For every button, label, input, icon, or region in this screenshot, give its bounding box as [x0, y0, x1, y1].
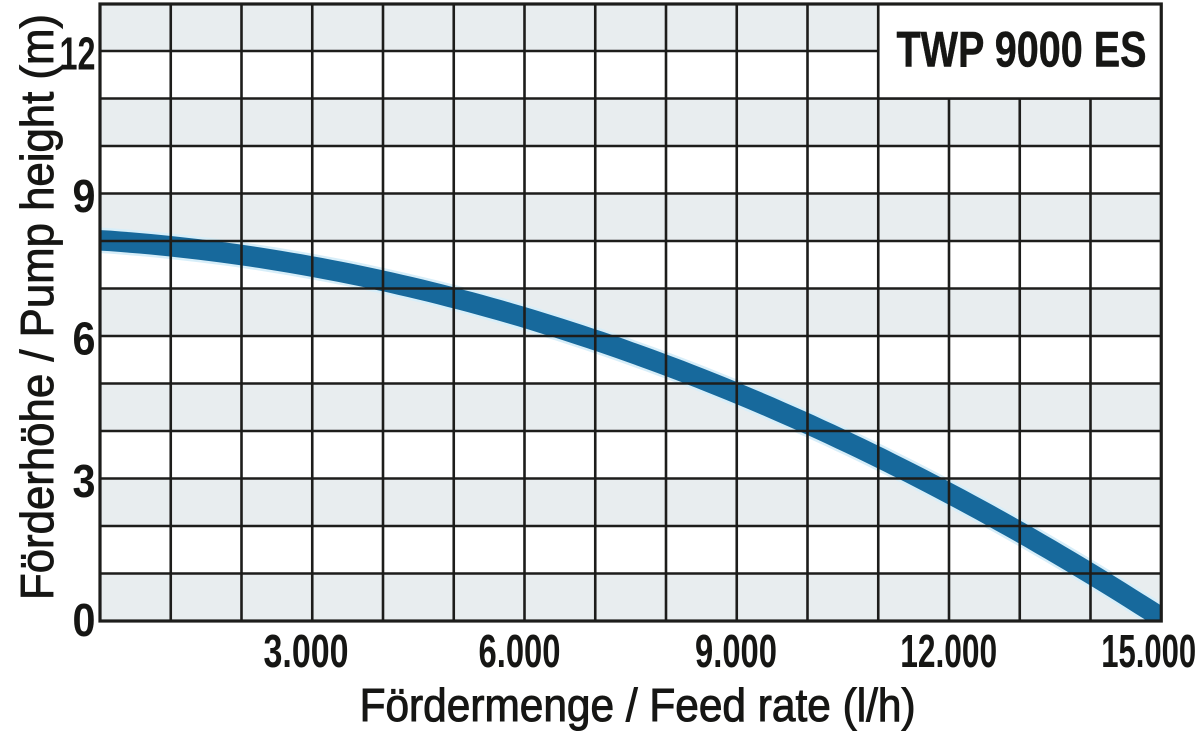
svg-text:12.000: 12.000	[900, 625, 997, 677]
svg-text:9: 9	[73, 170, 96, 222]
svg-text:12: 12	[60, 28, 96, 80]
svg-text:15.000: 15.000	[1101, 625, 1196, 677]
svg-text:6.000: 6.000	[479, 625, 561, 677]
svg-text:Förderhöhe / Pump height (m): Förderhöhe / Pump height (m)	[11, 14, 63, 600]
svg-text:Fördermenge / Feed rate (l/h): Fördermenge / Feed rate (l/h)	[360, 679, 916, 731]
svg-text:9.000: 9.000	[695, 625, 777, 677]
svg-text:3.000: 3.000	[264, 625, 349, 677]
svg-text:3: 3	[73, 455, 96, 507]
svg-text:0: 0	[73, 594, 96, 646]
svg-text:TWP 9000 ES: TWP 9000 ES	[897, 22, 1147, 78]
svg-text:6: 6	[73, 313, 96, 365]
